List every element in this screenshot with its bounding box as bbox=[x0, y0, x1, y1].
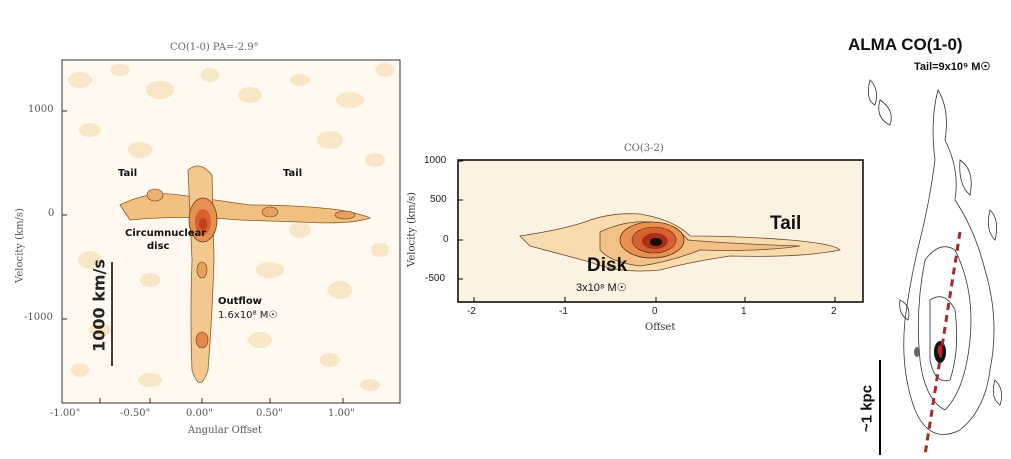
panel3-tail-mass: Tail=9x10⁹ M☉ bbox=[914, 61, 991, 73]
p2-xlabel: Offset bbox=[645, 322, 676, 333]
p2-xtick-0: 0 bbox=[652, 306, 658, 317]
p2-ytick-500: 500 bbox=[430, 194, 447, 205]
panel3-scale-label: ~1 kpc bbox=[858, 384, 876, 433]
p1-ytick-0: 0 bbox=[48, 208, 55, 219]
p1-xtick-4: 1.00" bbox=[328, 408, 355, 419]
p1-ytick-m1000: -1000 bbox=[24, 312, 53, 323]
panel1-title: CO(1-0) PA=-2.9° bbox=[170, 42, 259, 53]
p1-xtick-0: -1.00" bbox=[50, 408, 81, 419]
p1-outflow-label: Outflow bbox=[218, 296, 262, 307]
p2-ytick-1000: 1000 bbox=[424, 155, 447, 166]
p1-xtick-1: -0.50" bbox=[120, 408, 151, 419]
p1-disc-label: disc bbox=[147, 241, 170, 252]
p1-tail-left-label: Tail bbox=[118, 168, 138, 179]
p2-disk-label: Disk bbox=[587, 255, 628, 276]
p1-xtick-3: 0.50" bbox=[256, 408, 283, 419]
p1-ytick-1000: 1000 bbox=[28, 104, 54, 115]
p1-tail-right-label: Tail bbox=[283, 168, 303, 179]
p1-xlabel: Angular Offset bbox=[188, 425, 262, 436]
p1-outflow-mass: 1.6x10⁸ M☉ bbox=[218, 310, 278, 321]
p2-ytick-0: 0 bbox=[443, 234, 449, 245]
panel2-title: CO(3-2) bbox=[624, 143, 664, 154]
p2-xtick-1: 1 bbox=[741, 306, 747, 317]
p2-xtick-m2: -2 bbox=[467, 306, 476, 317]
p2-disk-mass: 3x10⁸ M☉ bbox=[576, 282, 627, 294]
p1-circumnuclear-label: Circumnuclear bbox=[125, 228, 207, 239]
p2-xtick-2: 2 bbox=[831, 306, 837, 317]
p2-ytick-m500: -500 bbox=[425, 273, 446, 284]
p1-xtick-2: 0.00" bbox=[186, 408, 213, 419]
p2-xtick-m1: -1 bbox=[559, 306, 568, 317]
p2-tail-label: Tail bbox=[770, 213, 802, 234]
panel3-title: ALMA CO(1-0) bbox=[848, 35, 963, 54]
